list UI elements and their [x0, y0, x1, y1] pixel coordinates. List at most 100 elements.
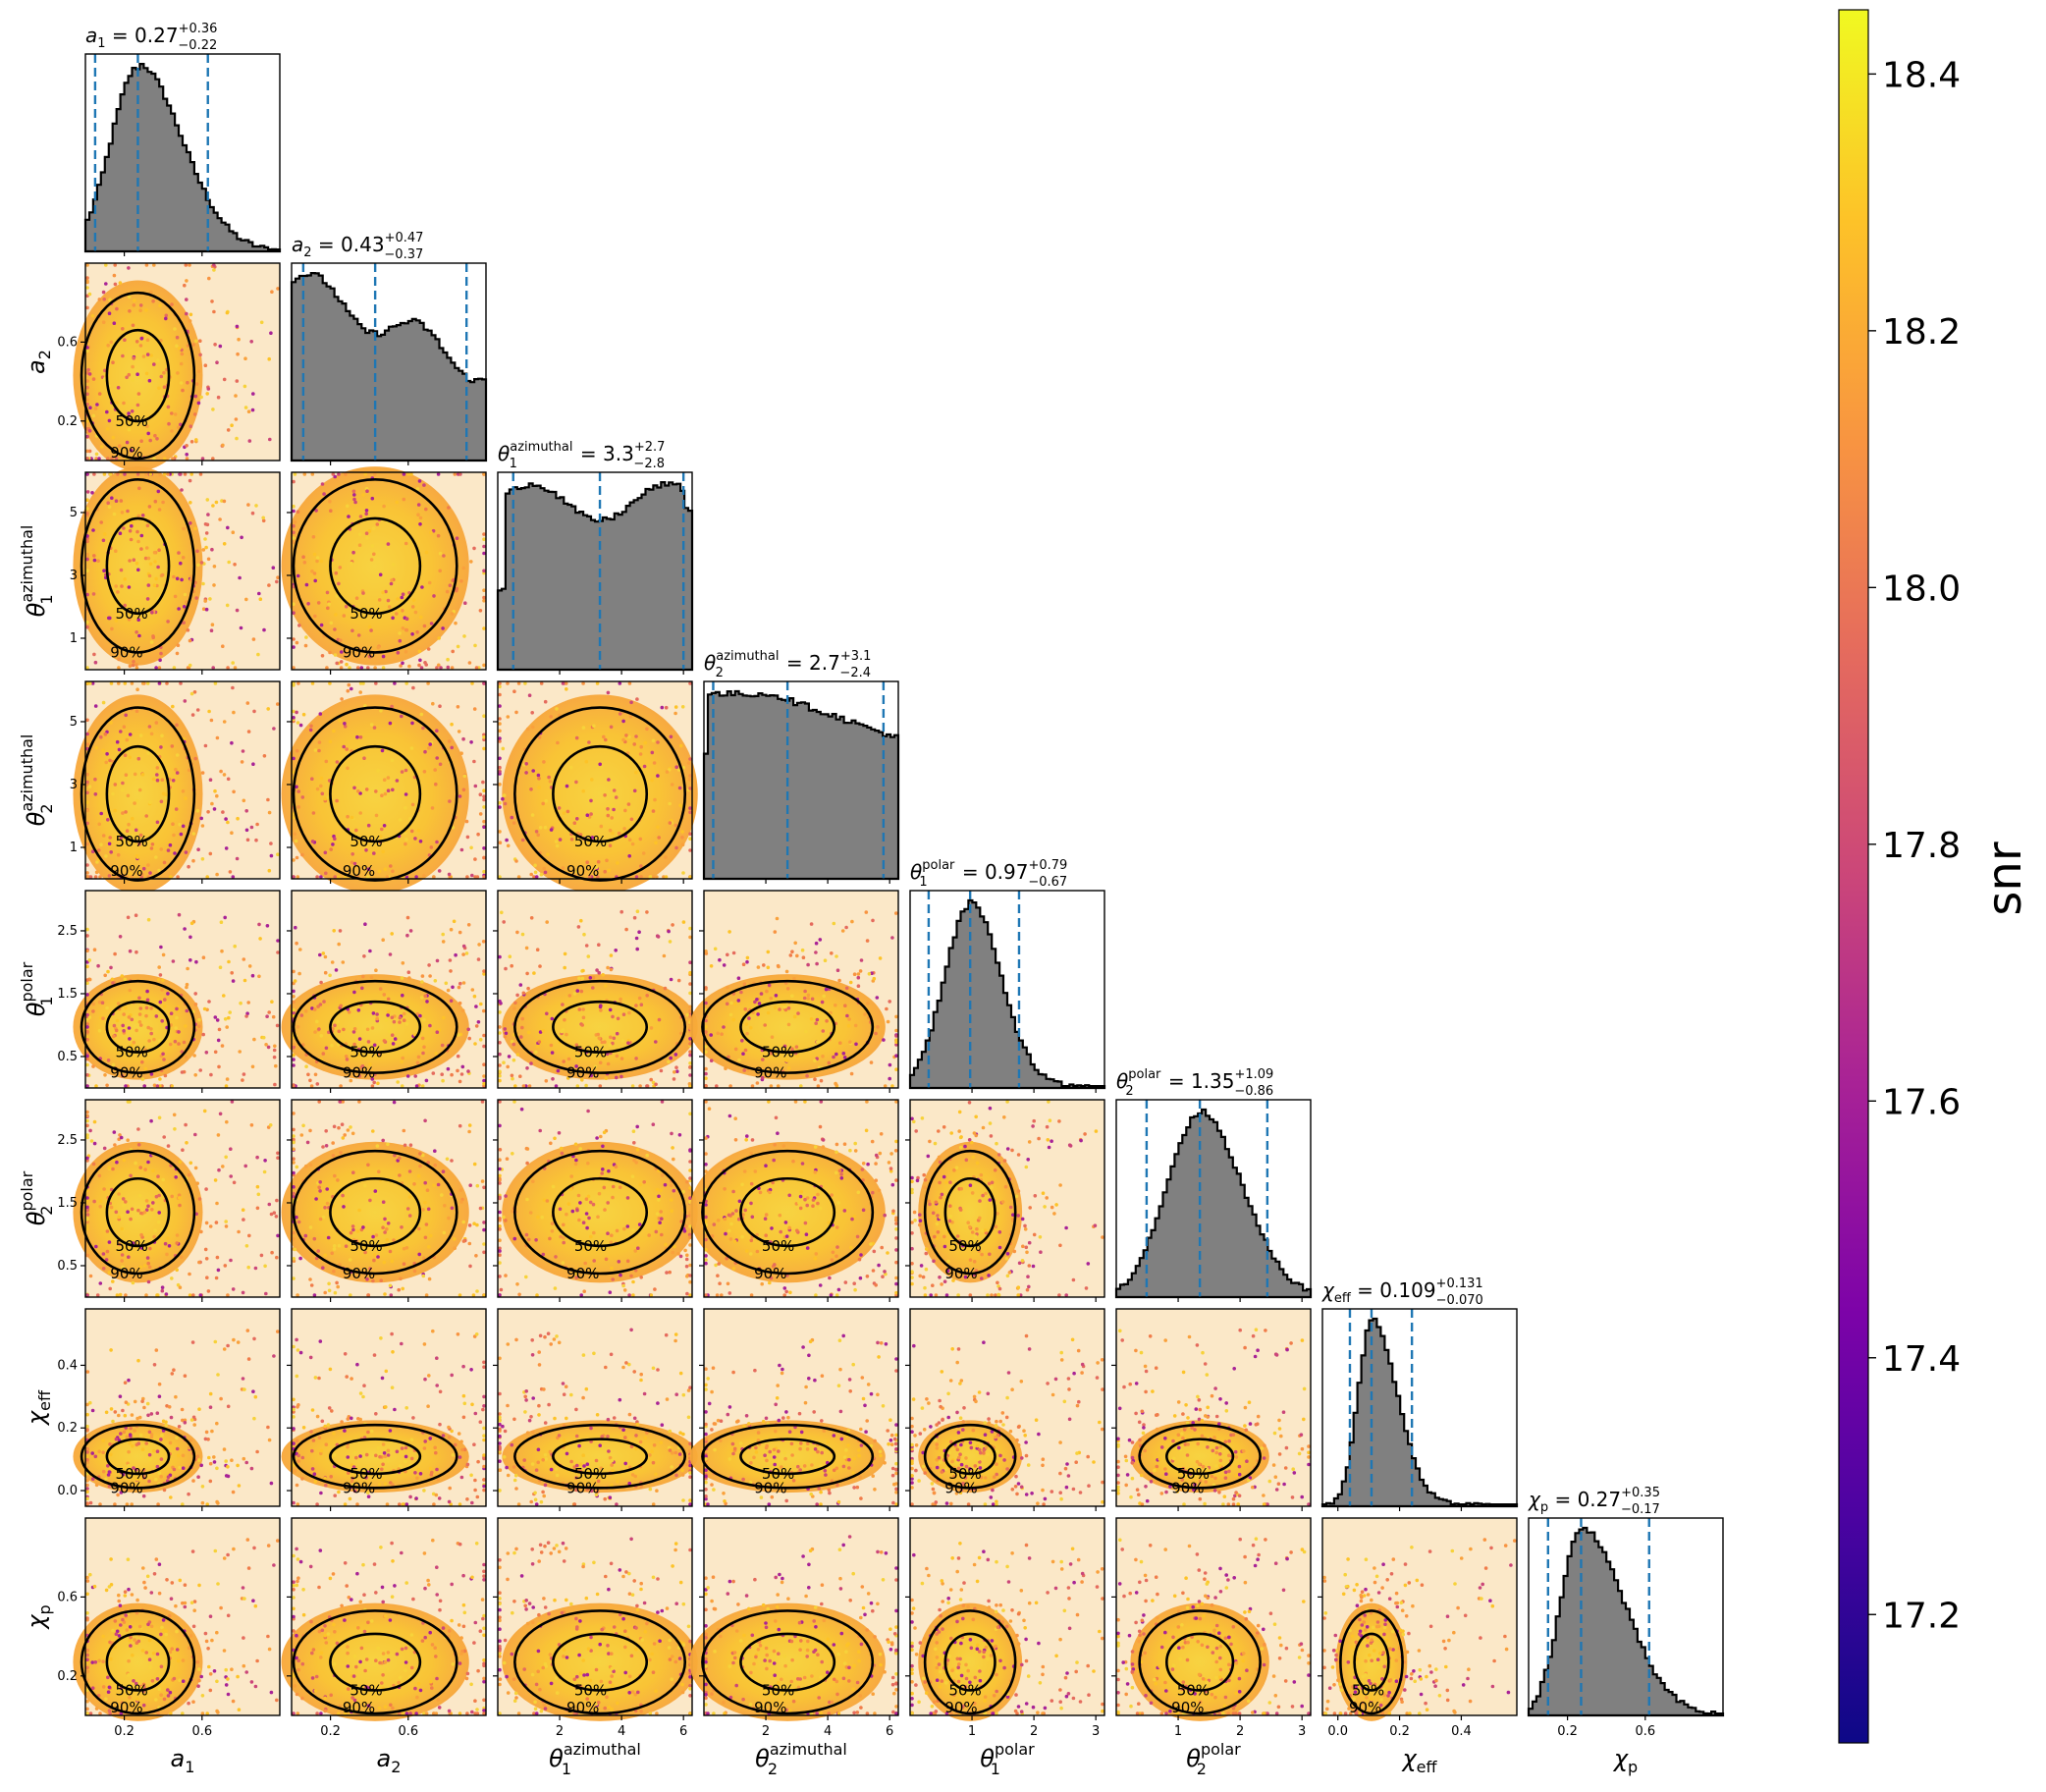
scatter-point [814, 1252, 819, 1256]
scatter-point [933, 1141, 938, 1146]
scatter-point [688, 1498, 692, 1502]
scatter-point [482, 1488, 486, 1493]
scatter-point [688, 1385, 692, 1389]
scatter-point [405, 1074, 410, 1078]
scatter-point [770, 1035, 775, 1039]
scatter-point [658, 1221, 662, 1224]
scatter-point [293, 832, 297, 837]
scatter-point [342, 1205, 346, 1209]
scatter-point [498, 805, 502, 809]
scatter-point [685, 1179, 689, 1184]
scatter-point [414, 875, 418, 879]
scatter-point [341, 960, 346, 964]
scatter-point [120, 974, 125, 978]
scatter-point [412, 1269, 417, 1274]
scatter-point [462, 634, 466, 638]
scatter-point [166, 472, 170, 476]
scatter-point [678, 1371, 683, 1376]
scatter-point [676, 978, 681, 983]
scatter-point [195, 808, 200, 813]
scatter-point [98, 1199, 103, 1203]
scatter-point [127, 295, 132, 299]
scatter-point [614, 949, 618, 952]
scatter-point [372, 726, 377, 730]
scatter-point [415, 487, 420, 491]
scatter-point [727, 1213, 731, 1218]
scatter-point [374, 681, 378, 685]
scatter-point [968, 1183, 973, 1187]
scatter-point [267, 1438, 272, 1442]
y-tick-label: 1.5 [57, 987, 78, 1002]
scatter-point [109, 1205, 114, 1210]
scatter-point [115, 1018, 120, 1023]
scatter-point [348, 666, 351, 670]
y-tick-label: 0.4 [57, 1358, 78, 1373]
scatter-point [419, 712, 424, 717]
scatter-point [158, 658, 162, 663]
scatter-point [175, 723, 179, 728]
scatter-point [365, 536, 369, 540]
scatter-point [498, 1158, 502, 1162]
scatter-point [525, 1066, 529, 1070]
scatter-point [685, 1012, 689, 1017]
scatter-point [166, 620, 170, 624]
scatter-point [498, 830, 502, 834]
scatter-point [473, 1411, 478, 1416]
scatter-point [688, 1073, 692, 1077]
scatter-point [393, 1037, 398, 1041]
scatter-point [939, 1195, 942, 1200]
scatter-point [481, 1407, 485, 1412]
scatter-point [251, 1389, 255, 1393]
scatter-point [272, 1055, 277, 1059]
scatter-point [803, 1221, 808, 1225]
scatter-point [397, 1287, 402, 1292]
scatter-point [192, 1423, 196, 1427]
scatter-point [337, 1243, 342, 1248]
scatter-point [379, 1278, 384, 1282]
scatter-point [524, 1232, 529, 1237]
scatter-point [842, 1142, 847, 1146]
scatter-point [743, 1048, 748, 1053]
scatter-point [118, 531, 123, 535]
scatter-point [545, 1011, 549, 1016]
scatter-point [225, 310, 230, 315]
scatter-point [320, 1419, 325, 1424]
scatter-point [498, 681, 502, 685]
scatter-point [187, 864, 190, 869]
scatter-point [184, 1024, 188, 1028]
scatter-point [373, 472, 377, 476]
scatter-point [1017, 1261, 1022, 1266]
scatter-point [196, 1475, 200, 1479]
scatter-point [406, 472, 410, 476]
scatter-point [543, 870, 548, 875]
scatter-point [370, 1084, 375, 1088]
scatter-point [410, 721, 414, 726]
scatter-point [457, 730, 461, 733]
scatter-point [680, 705, 685, 709]
scatter-point [169, 875, 173, 879]
scatter-point [506, 1342, 511, 1346]
scatter-point [499, 1287, 504, 1292]
scatter-point [301, 712, 306, 717]
scatter-point [504, 1219, 508, 1222]
scatter-point [574, 869, 579, 874]
scatter-point [1016, 1214, 1020, 1218]
scatter-point [704, 1237, 708, 1242]
scatter-point [172, 1113, 177, 1117]
scatter-point [774, 994, 779, 998]
scatter-point [312, 1236, 317, 1241]
contour-50-level [552, 744, 649, 843]
scatter-point [402, 497, 406, 502]
scatter-point [380, 1376, 385, 1381]
scatter-point [467, 1123, 472, 1127]
scatter-point [533, 1497, 538, 1502]
scatter-point [204, 607, 209, 612]
scatter-point [171, 959, 176, 963]
scatter-point [579, 989, 584, 994]
scatter-point [685, 1253, 689, 1258]
scatter-point [152, 1234, 156, 1239]
scatter-point [569, 1459, 573, 1464]
scatter-point [802, 996, 807, 1001]
scatter-point [298, 723, 303, 728]
scatter-point [350, 1377, 353, 1381]
